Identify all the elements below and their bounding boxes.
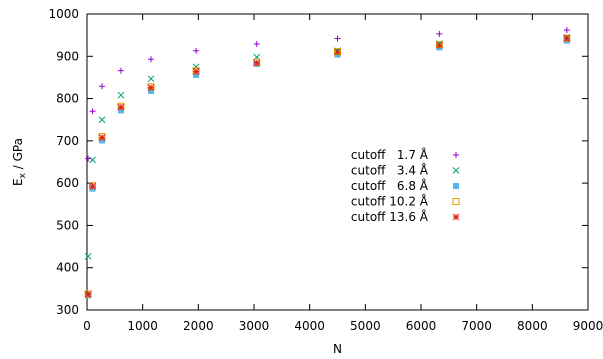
series-3 <box>85 37 570 299</box>
data-point <box>117 107 124 114</box>
data-point <box>563 35 571 42</box>
y-tick-label: 400 <box>56 261 79 275</box>
x-tick-label: 6000 <box>406 319 437 333</box>
data-point <box>89 156 96 164</box>
data-point <box>98 134 106 141</box>
series-2 <box>84 33 571 260</box>
x-tick-label: 1000 <box>127 319 158 333</box>
data-point <box>117 67 124 74</box>
marker-stroke <box>117 91 125 99</box>
y-tick-label: 700 <box>56 134 79 148</box>
y-tick-label: 500 <box>56 218 79 232</box>
marker-stroke <box>98 134 106 141</box>
legend-label: cutoff 3.4 Å <box>351 163 429 178</box>
data-points <box>84 27 571 299</box>
data-point <box>85 155 92 162</box>
data-point <box>253 41 260 48</box>
data-point <box>253 59 261 67</box>
plot-frame <box>86 13 589 311</box>
data-point <box>89 108 96 115</box>
marker-stroke <box>98 116 106 124</box>
data-point <box>89 182 96 190</box>
data-point <box>148 87 155 94</box>
x-tick-label: 0 <box>83 319 91 333</box>
data-point <box>193 47 200 54</box>
y-axis-label-unit: / GPa <box>11 138 25 173</box>
data-point <box>436 41 443 49</box>
legend-label: cutoff 1.7 Å <box>351 147 429 162</box>
data-point <box>84 252 92 260</box>
axis-tick-labels: 0 1000 2000 3000 4000 5000 6000 7000 8000 9000 300… <box>48 7 603 333</box>
series-5 <box>84 35 571 298</box>
x-tick-label: 5000 <box>350 319 381 333</box>
y-tick-label: 900 <box>56 49 79 63</box>
data-point <box>84 291 92 298</box>
legend-label: cutoff 13.6 Å <box>351 209 429 224</box>
legend-marker <box>452 198 460 205</box>
data-point <box>192 68 200 75</box>
marker-stroke <box>147 84 155 91</box>
x-tick-label: 7000 <box>461 319 492 333</box>
y-axis-label-main: E <box>11 178 25 186</box>
marker-stroke <box>436 41 443 49</box>
data-point <box>148 56 155 63</box>
marker-stroke <box>84 291 92 298</box>
legend-marker <box>452 167 460 174</box>
legend-label: cutoff 6.8 Å <box>351 178 429 193</box>
x-tick-label: 8000 <box>517 319 548 333</box>
series-4 <box>84 34 571 298</box>
y-tick-label: 300 <box>56 303 79 317</box>
y-tick-label: 800 <box>56 92 79 106</box>
x-tick-label: 2000 <box>183 319 214 333</box>
y-axis-label-subscript: x <box>18 172 28 178</box>
data-point <box>98 116 106 124</box>
marker-stroke <box>89 156 96 164</box>
marker-stroke <box>192 68 200 75</box>
x-tick-label: 9000 <box>573 319 603 333</box>
y-tick-label: 600 <box>56 176 79 190</box>
marker-stroke <box>117 103 125 111</box>
marker-stroke <box>147 75 155 83</box>
legend-marker <box>453 183 459 189</box>
marker-stroke <box>334 48 341 56</box>
marker-stroke <box>253 59 261 67</box>
legend-label: cutoff 10.2 Å <box>351 194 429 209</box>
marker-stroke <box>452 167 460 174</box>
marker-stroke <box>84 252 92 260</box>
data-point <box>117 91 125 99</box>
x-tick-label: 3000 <box>239 319 270 333</box>
data-point <box>334 48 341 56</box>
data-point <box>147 75 155 83</box>
series-1 <box>85 27 570 162</box>
data-point <box>99 83 106 90</box>
data-point <box>117 103 125 111</box>
data-point <box>193 71 200 78</box>
axis-ticks <box>86 13 589 311</box>
marker-stroke <box>563 35 571 42</box>
legend-marker <box>452 213 460 221</box>
x-axis-label: N <box>333 342 342 356</box>
marker-stroke <box>452 213 460 221</box>
marker-stroke <box>89 182 96 190</box>
data-point <box>436 30 443 37</box>
y-axis-label: Ex / GPa <box>11 138 28 186</box>
data-point <box>147 84 155 91</box>
data-point <box>334 35 341 42</box>
legend-marker <box>453 152 459 158</box>
data-point <box>563 27 570 34</box>
y-tick-label: 1000 <box>48 7 79 21</box>
x-tick-label: 4000 <box>294 319 325 333</box>
